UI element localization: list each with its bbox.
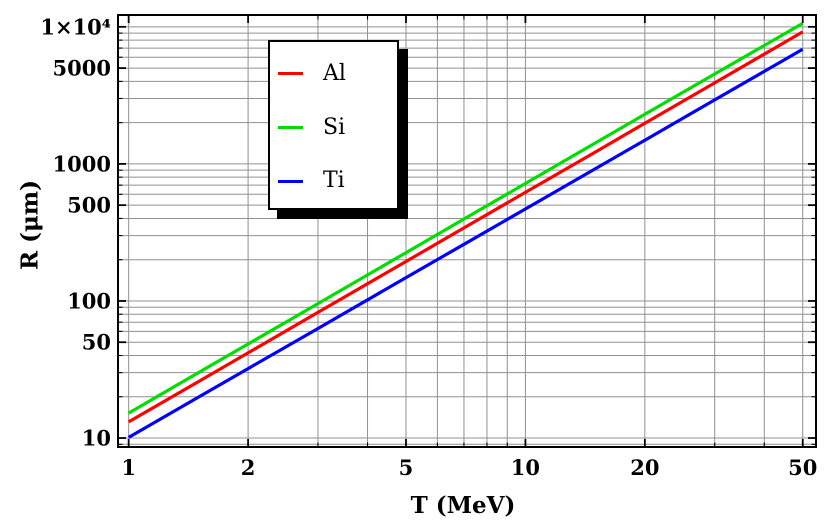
legend-line-sample [278, 72, 303, 76]
plot-frame [117, 14, 817, 448]
data-series [127, 22, 804, 439]
series-line-ti [127, 47, 804, 439]
x-axis-title: T (MeV) [410, 492, 516, 519]
legend-entry-ti: Ti [270, 154, 397, 208]
series-line-al [127, 30, 804, 424]
legend-label: Ti [323, 168, 345, 194]
legend-line-sample [278, 179, 303, 183]
y-axis-title: R (μm) [16, 179, 44, 271]
legend-entry-si: Si [270, 101, 397, 155]
gridlines [118, 15, 816, 447]
legend-label: Si [323, 114, 346, 140]
x-tick-label: 2 [241, 455, 256, 480]
y-tick-label: 100 [67, 288, 111, 313]
y-tick-label: 5000 [53, 56, 111, 81]
y-tick-label: 10 [82, 426, 111, 451]
tick-labels: 1 2 5 10 20 50 10 50 100 500 1000 5000 1×10⁴ [40, 14, 817, 480]
x-tick-label: 20 [630, 455, 659, 480]
y-tick-label: 1000 [53, 151, 111, 176]
legend-label: Al [323, 60, 346, 86]
legend: Al Si Ti [268, 40, 399, 210]
frame-rect [117, 14, 817, 448]
y-tick-label: 50 [82, 330, 111, 355]
y-tick-label: 1×10⁴ [40, 14, 111, 39]
x-tick-label: 1 [121, 455, 136, 480]
series-line-si [127, 22, 804, 415]
axis-ticks [118, 15, 816, 447]
legend-entry-al: Al [270, 47, 397, 101]
x-tick-label: 5 [399, 455, 414, 480]
x-tick-label: 50 [788, 455, 817, 480]
legend-line-sample [278, 126, 303, 129]
x-tick-label: 10 [511, 455, 540, 480]
y-tick-label: 500 [67, 193, 111, 218]
